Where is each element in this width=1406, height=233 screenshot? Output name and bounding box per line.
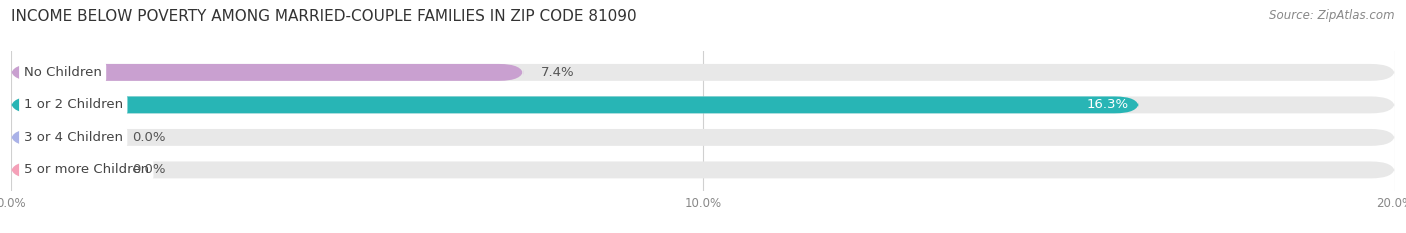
Text: 1 or 2 Children: 1 or 2 Children	[24, 98, 122, 111]
FancyBboxPatch shape	[11, 129, 1395, 146]
FancyBboxPatch shape	[11, 161, 1395, 178]
Text: INCOME BELOW POVERTY AMONG MARRIED-COUPLE FAMILIES IN ZIP CODE 81090: INCOME BELOW POVERTY AMONG MARRIED-COUPL…	[11, 9, 637, 24]
FancyBboxPatch shape	[11, 96, 1395, 113]
FancyBboxPatch shape	[11, 96, 1139, 113]
Text: 0.0%: 0.0%	[132, 163, 166, 176]
Text: Source: ZipAtlas.com: Source: ZipAtlas.com	[1270, 9, 1395, 22]
Text: No Children: No Children	[24, 66, 101, 79]
FancyBboxPatch shape	[11, 129, 115, 146]
FancyBboxPatch shape	[11, 64, 1395, 81]
Text: 5 or more Children: 5 or more Children	[24, 163, 149, 176]
Text: 7.4%: 7.4%	[540, 66, 574, 79]
Text: 16.3%: 16.3%	[1087, 98, 1129, 111]
FancyBboxPatch shape	[11, 161, 115, 178]
Text: 0.0%: 0.0%	[132, 131, 166, 144]
FancyBboxPatch shape	[11, 64, 523, 81]
Text: 3 or 4 Children: 3 or 4 Children	[24, 131, 122, 144]
